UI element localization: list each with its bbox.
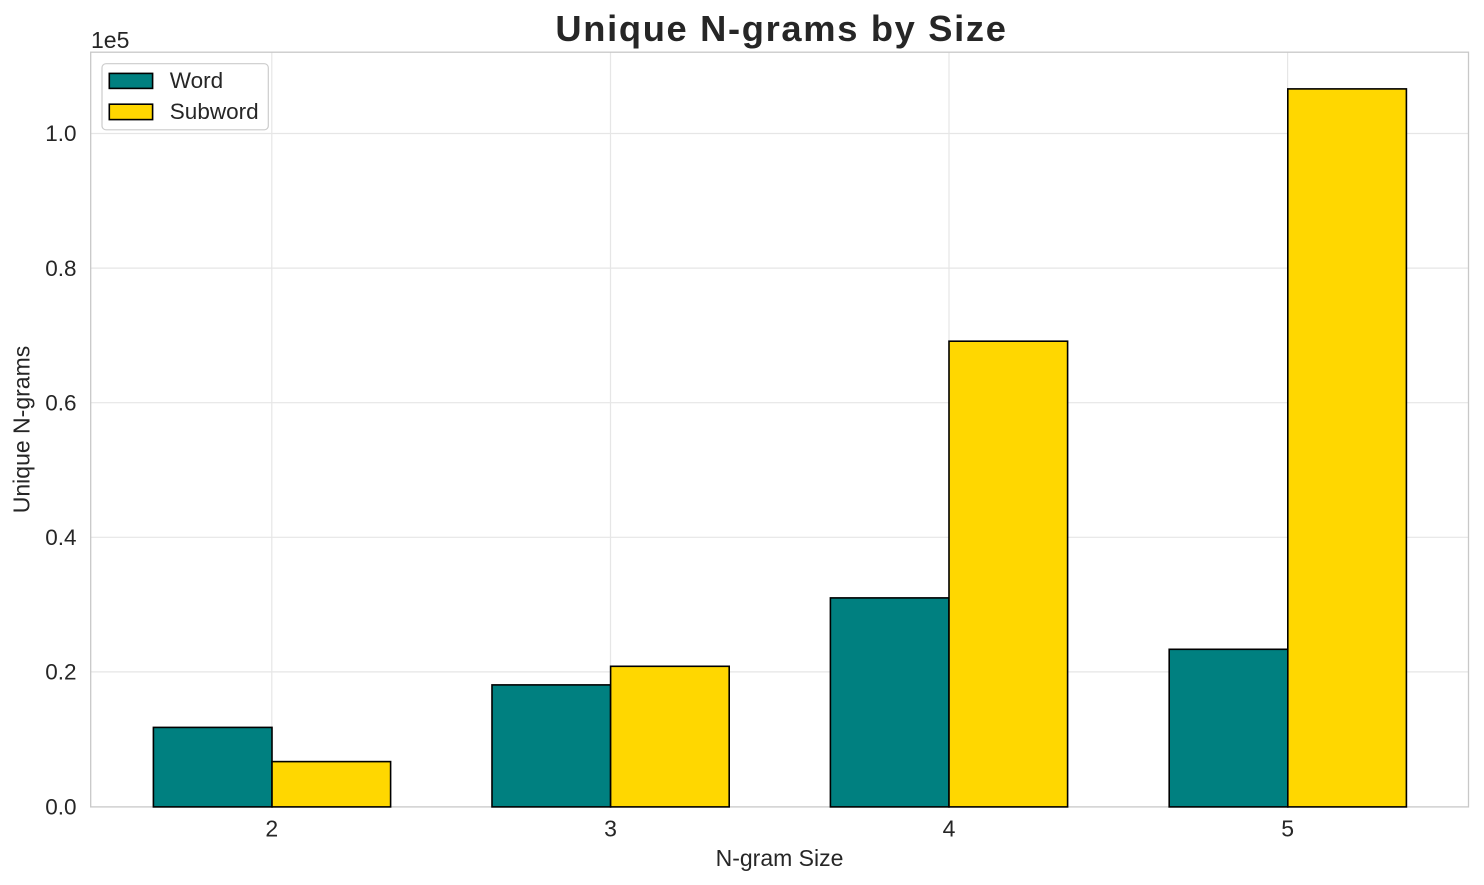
- svg-text:Subword: Subword: [170, 99, 259, 124]
- svg-text:2: 2: [265, 816, 278, 842]
- svg-text:0.0: 0.0: [45, 795, 76, 820]
- svg-text:Unique N-grams: Unique N-grams: [9, 346, 35, 513]
- svg-text:N-gram Size: N-gram Size: [716, 845, 844, 871]
- svg-text:Unique N-grams by Size: Unique N-grams by Size: [555, 8, 1007, 49]
- svg-text:0.2: 0.2: [45, 660, 76, 685]
- svg-text:5: 5: [1281, 816, 1294, 842]
- svg-text:3: 3: [604, 816, 617, 842]
- svg-text:1.0: 1.0: [45, 121, 76, 146]
- svg-text:0.8: 0.8: [45, 256, 76, 281]
- svg-text:0.6: 0.6: [45, 390, 76, 415]
- svg-text:1e5: 1e5: [91, 27, 129, 53]
- svg-text:0.4: 0.4: [45, 525, 76, 550]
- svg-text:Word: Word: [170, 68, 223, 93]
- svg-text:4: 4: [943, 816, 956, 842]
